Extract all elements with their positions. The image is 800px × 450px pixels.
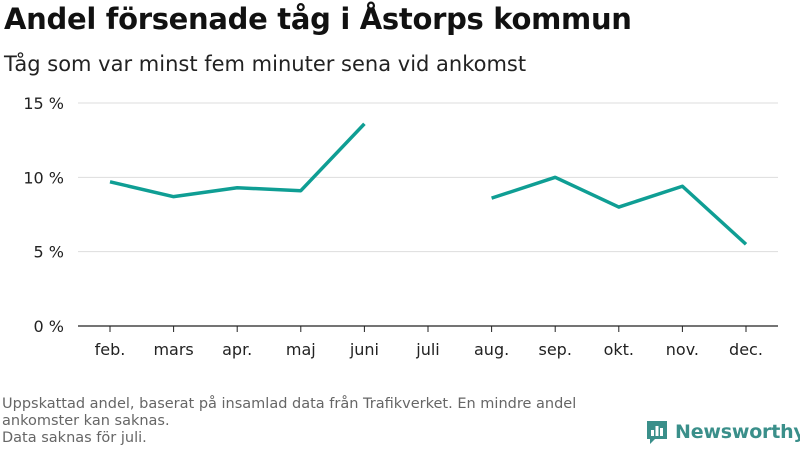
x-tick-label: nov. (666, 340, 699, 359)
x-tick-label: juli (415, 340, 439, 359)
y-tick-label: 5 % (34, 243, 64, 262)
bar-chart-logo-icon (647, 421, 667, 444)
note-line: ankomster kan saknas. (2, 413, 170, 429)
x-tick-label: feb. (95, 340, 126, 359)
note-line: Uppskattad andel, baserat på insamlad da… (2, 396, 577, 412)
chart-subtitle: Tåg som var minst fem minuter sena vid a… (4, 52, 527, 76)
series-line (109, 122, 366, 199)
y-tick-label: 0 % (34, 317, 64, 336)
brand-name: Newsworthy (675, 421, 800, 443)
note-line: Data saknas för juli. (2, 430, 147, 446)
x-tick-label: okt. (604, 340, 634, 359)
x-tick-label: sep. (538, 340, 571, 359)
y-tick-label: 10 % (23, 168, 64, 187)
x-tick-label: juni (349, 340, 379, 359)
x-tick-label: dec. (729, 340, 763, 359)
chart-title: Andel försenade tåg i Åstorps kommun (4, 2, 632, 36)
x-tick-label: mars (153, 340, 193, 359)
x-tick-label: apr. (222, 340, 252, 359)
series-line (491, 175, 748, 246)
x-tick-label: aug. (474, 340, 509, 359)
y-tick-label: 15 % (23, 94, 64, 113)
chart-notes: Uppskattad andel, baserat på insamlad da… (2, 396, 642, 447)
brand-logo: Newsworthy (645, 419, 800, 445)
x-tick-label: maj (286, 340, 316, 359)
